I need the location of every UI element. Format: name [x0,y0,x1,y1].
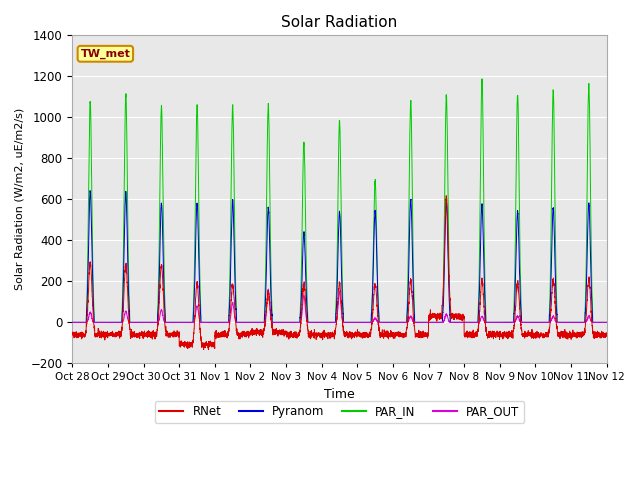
Legend: RNet, Pyranom, PAR_IN, PAR_OUT: RNet, Pyranom, PAR_IN, PAR_OUT [155,401,524,423]
Title: Solar Radiation: Solar Radiation [282,15,397,30]
X-axis label: Time: Time [324,388,355,401]
Text: TW_met: TW_met [81,48,131,59]
Y-axis label: Solar Radiation (W/m2, uE/m2/s): Solar Radiation (W/m2, uE/m2/s) [15,108,25,290]
